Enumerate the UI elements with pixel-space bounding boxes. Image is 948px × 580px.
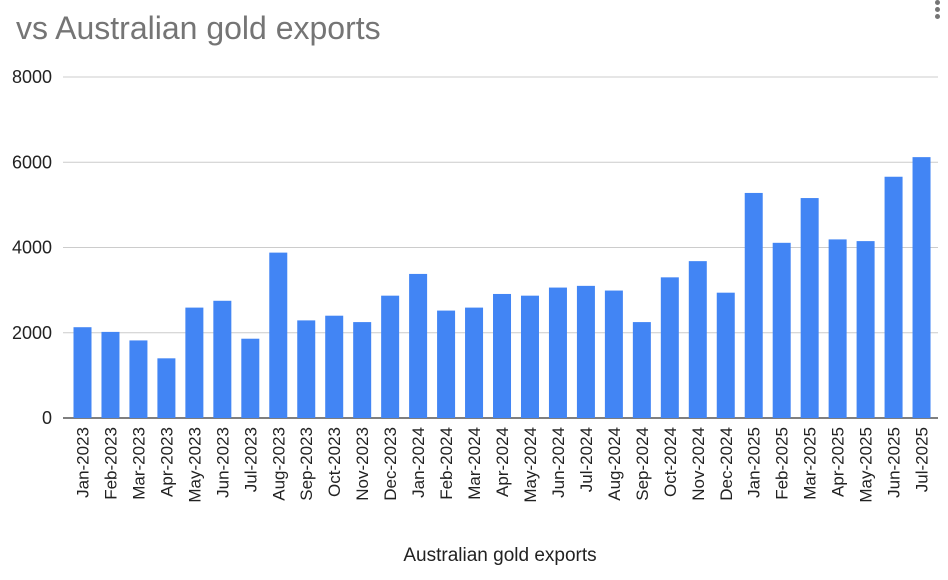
x-tick-label: Feb-2023 <box>101 427 120 500</box>
more-vert-icon[interactable] <box>932 0 942 22</box>
y-tick-label: 2000 <box>12 323 52 343</box>
bar[interactable] <box>772 242 791 418</box>
x-tick-label: Oct-2024 <box>661 427 680 497</box>
bar[interactable] <box>381 295 400 418</box>
x-tick-label: Jul-2024 <box>577 427 596 492</box>
bar[interactable] <box>437 310 456 418</box>
x-tick-label: Feb-2024 <box>437 427 456 500</box>
x-tick-label: Apr-2023 <box>157 427 176 497</box>
bar[interactable] <box>520 295 539 418</box>
x-tick-label: Jul-2025 <box>913 427 932 492</box>
bar[interactable] <box>856 241 875 418</box>
bar[interactable] <box>269 252 288 418</box>
bar[interactable] <box>101 331 120 418</box>
bar[interactable] <box>548 287 567 418</box>
bar[interactable] <box>828 239 847 418</box>
bar[interactable] <box>157 358 176 418</box>
bar[interactable] <box>297 320 316 418</box>
x-tick-label: Jul-2023 <box>241 427 260 492</box>
bar[interactable] <box>465 307 484 418</box>
bar[interactable] <box>129 340 148 418</box>
chart-title: vs Australian gold exports <box>16 10 381 46</box>
x-tick-label: Jan-2024 <box>409 427 428 498</box>
bar[interactable] <box>576 285 595 418</box>
bar[interactable] <box>688 261 707 418</box>
x-tick-label: Aug-2024 <box>605 427 624 501</box>
bar[interactable] <box>213 300 232 418</box>
x-tick-label: Oct-2023 <box>325 427 344 497</box>
x-tick-label: May-2024 <box>521 427 540 503</box>
y-tick-label: 0 <box>42 408 52 428</box>
bar[interactable] <box>800 198 819 418</box>
x-tick-label: Feb-2025 <box>773 427 792 500</box>
x-tick-label: Dec-2024 <box>717 427 736 501</box>
x-axis-label: Australian gold exports <box>403 545 597 566</box>
x-tick-label: Mar-2024 <box>465 427 484 500</box>
bar[interactable] <box>353 322 372 418</box>
bar[interactable] <box>716 292 735 418</box>
x-tick-label: Mar-2023 <box>129 427 148 500</box>
x-tick-label: Jun-2023 <box>213 427 232 498</box>
x-tick-label: May-2025 <box>857 427 876 503</box>
bar[interactable] <box>493 293 512 418</box>
bar[interactable] <box>912 157 931 418</box>
x-tick-label: Dec-2023 <box>381 427 400 501</box>
x-tick-label: Sep-2023 <box>297 427 316 501</box>
bar[interactable] <box>409 273 428 418</box>
x-tick-label: Nov-2024 <box>689 427 708 501</box>
x-tick-label: Apr-2025 <box>829 427 848 497</box>
bar[interactable] <box>325 315 344 418</box>
x-tick-label: Sep-2024 <box>633 427 652 501</box>
x-tick-label: May-2023 <box>185 427 204 503</box>
x-tick-label: Jun-2025 <box>885 427 904 498</box>
y-tick-label: 4000 <box>12 238 52 258</box>
bar[interactable] <box>744 192 763 418</box>
x-tick-label: Jun-2024 <box>549 427 568 498</box>
bar[interactable] <box>604 290 623 418</box>
bar[interactable] <box>632 322 651 418</box>
bar[interactable] <box>73 327 92 418</box>
x-tick-label: Nov-2023 <box>353 427 372 501</box>
y-tick-label: 8000 <box>12 67 52 87</box>
bar[interactable] <box>241 338 260 418</box>
x-tick-label: Mar-2025 <box>801 427 820 500</box>
x-tick-label: Jan-2023 <box>74 427 93 498</box>
x-tick-label: Apr-2024 <box>493 427 512 497</box>
bar[interactable] <box>884 176 903 418</box>
bar[interactable] <box>185 307 204 418</box>
y-tick-label: 6000 <box>12 152 52 172</box>
x-tick-label: Aug-2023 <box>269 427 288 501</box>
x-tick-label: Jan-2025 <box>745 427 764 498</box>
bar[interactable] <box>660 277 679 418</box>
